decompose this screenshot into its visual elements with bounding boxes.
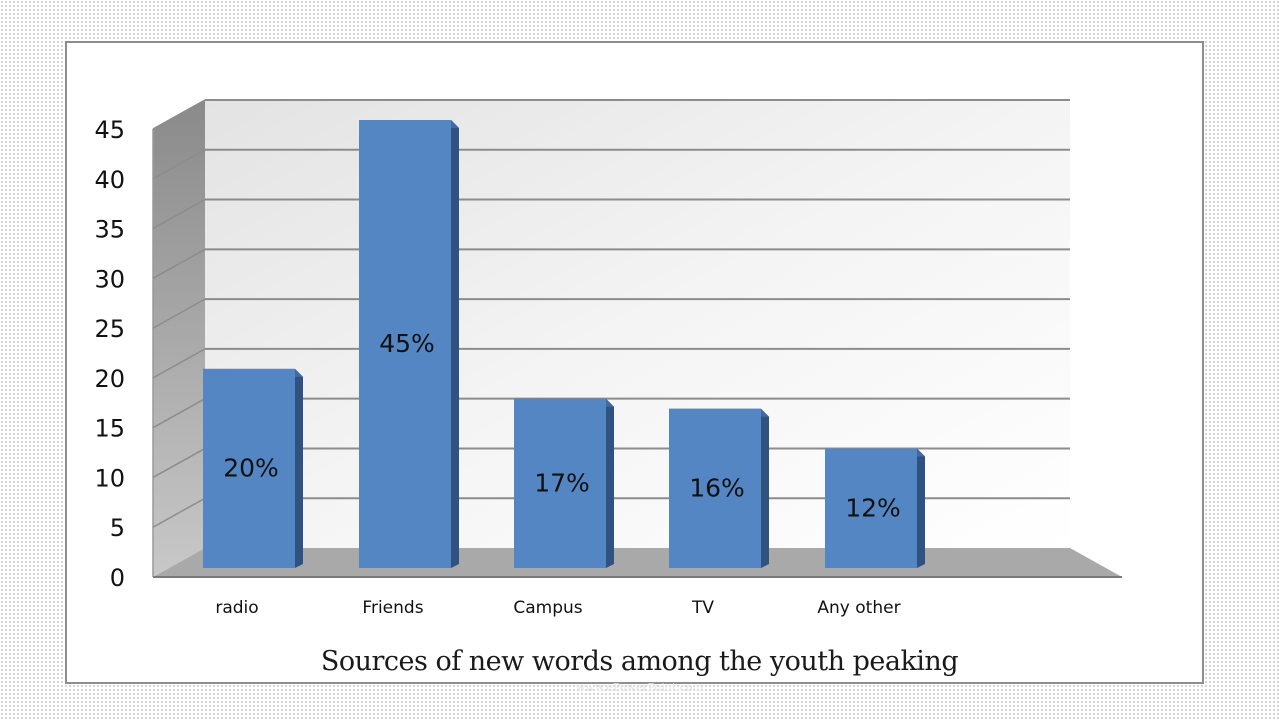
- bar: [825, 448, 917, 568]
- x-category-label: Campus: [513, 598, 582, 618]
- gridline-side: [152, 348, 206, 379]
- bar-side: [451, 120, 459, 568]
- side-wall: [153, 100, 205, 577]
- data-label: 20%: [223, 453, 279, 482]
- y-tick-label: 35: [94, 216, 125, 244]
- x-category-label: Any other: [817, 598, 900, 618]
- y-tick-label: 40: [94, 166, 125, 194]
- bar-side: [917, 448, 925, 568]
- y-tick-label: 45: [94, 116, 125, 144]
- y-tick-label: 15: [94, 415, 125, 443]
- watermark-text: www.ePowerPoint.com: [575, 681, 704, 694]
- data-label: 12%: [845, 493, 901, 522]
- x-category-label: radio: [215, 598, 258, 618]
- data-label: 45%: [379, 329, 435, 358]
- y-tick-label: 20: [94, 365, 125, 393]
- y-tick-label: 0: [110, 564, 125, 592]
- gridline-side: [152, 198, 206, 230]
- data-label: 16%: [689, 473, 745, 502]
- bar: [514, 398, 606, 568]
- x-category-label: TV: [691, 598, 714, 618]
- gridline-side: [152, 149, 206, 180]
- y-tick-label: 10: [94, 464, 125, 492]
- gridline-side: [152, 248, 206, 279]
- y-tick-label: 25: [94, 315, 125, 343]
- bar: [359, 120, 451, 568]
- bar-side: [295, 368, 303, 568]
- chart-title: Sources of new words among the youth pea…: [320, 646, 959, 677]
- gridline-side: [152, 398, 206, 429]
- gridline-side: [152, 298, 206, 329]
- y-tick-label: 30: [94, 265, 125, 293]
- back-wall: [205, 100, 1070, 548]
- gridline-side: [152, 447, 206, 479]
- x-category-label: Friends: [362, 598, 423, 618]
- bar: [203, 368, 295, 568]
- bar-side: [761, 408, 769, 568]
- gridline-side: [152, 497, 206, 528]
- bar: [669, 408, 761, 568]
- gridline-side: [152, 99, 206, 130]
- y-tick-label: 5: [110, 514, 125, 542]
- data-label: 17%: [534, 468, 590, 497]
- bar-side: [606, 398, 614, 568]
